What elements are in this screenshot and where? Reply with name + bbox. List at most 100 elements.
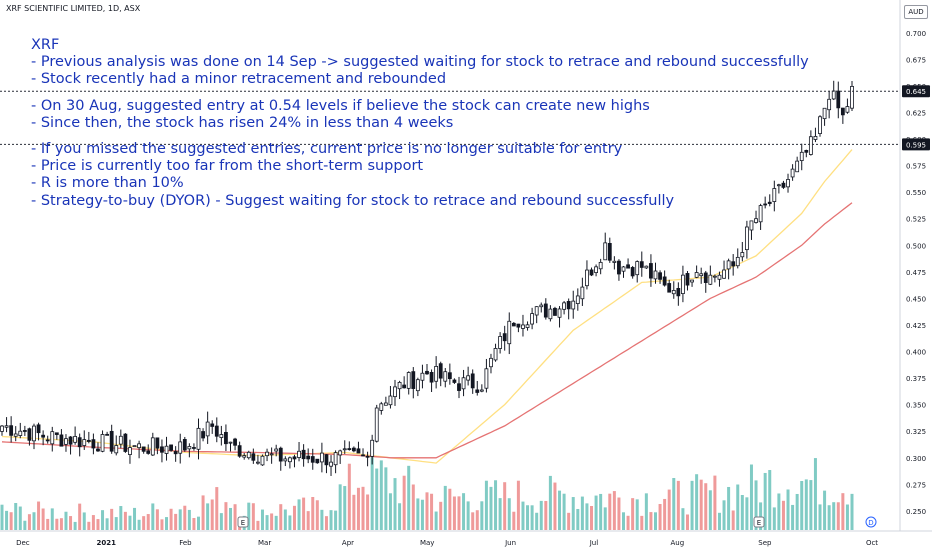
candle-body	[461, 377, 466, 390]
earnings-marker-icon[interactable]	[237, 516, 249, 528]
price-line-badge	[902, 85, 930, 98]
candle-body	[54, 432, 59, 435]
time-tick-label: Jul	[589, 539, 599, 547]
volume-bar	[366, 494, 370, 530]
candle-body	[521, 324, 525, 329]
candle-body	[649, 263, 653, 279]
volume-bar	[836, 502, 840, 530]
price-tick-label: 0.675	[906, 56, 926, 64]
volume-bar	[50, 508, 54, 530]
candle-body	[425, 370, 429, 375]
price-axis[interactable]: 0.250 0.275 0.300 0.325 0.350 0.375 0.400 0.425…	[906, 30, 926, 516]
volume-bar	[567, 512, 571, 530]
volume-bar	[580, 496, 584, 530]
candle-body	[265, 451, 269, 457]
volume-bar	[452, 496, 456, 530]
candle-body	[379, 403, 384, 411]
volume-bar	[46, 518, 50, 530]
price-tick-label: 0.700	[906, 30, 926, 38]
candle-body	[790, 168, 795, 178]
currency-badge[interactable]: AUD	[904, 5, 928, 19]
volume-bar	[809, 480, 813, 530]
volume-bar	[535, 512, 539, 530]
time-axis[interactable]: Dec 2021 Feb Mar Apr May Jun Jul Aug Sep Oct	[16, 539, 878, 547]
candle-body	[621, 266, 626, 272]
candle-body	[251, 453, 256, 461]
volume-bar	[768, 470, 772, 530]
time-tick-label: Jun	[504, 539, 516, 547]
volume-bar	[5, 510, 9, 530]
price-tick-label: 0.400	[906, 349, 926, 357]
candle-body	[128, 447, 132, 455]
note-line: - Previous analysis was done on 14 Sep -…	[31, 54, 809, 71]
volume-bar	[73, 521, 77, 530]
candle-body	[662, 276, 667, 286]
candle-body	[269, 453, 274, 456]
candle-body	[612, 260, 617, 263]
volume-bar	[329, 510, 333, 530]
candle-body	[77, 437, 82, 448]
candle-body	[278, 447, 283, 462]
time-tick-label: Aug	[670, 539, 684, 547]
volume-bar	[169, 508, 173, 530]
volume-bar	[197, 516, 201, 530]
volume-bar	[146, 514, 150, 530]
volume-bar	[558, 490, 562, 530]
symbol-title[interactable]: XRF SCIENTIFIC LIMITED, 1D, ASX	[6, 4, 141, 13]
volume-bar	[425, 492, 429, 530]
candle-body	[735, 256, 740, 267]
dividend-marker-icon[interactable]	[865, 516, 877, 528]
candle-body	[351, 447, 356, 452]
candle-body	[288, 457, 292, 463]
candle-body	[196, 427, 201, 450]
candle-body	[32, 425, 36, 442]
candle-body	[274, 448, 279, 452]
volume-bar	[448, 488, 452, 530]
candle-body	[146, 450, 151, 454]
note-line: - Stock recently had a minor retracement…	[31, 71, 447, 88]
price-tick-label: 0.425	[906, 322, 926, 330]
volume-bar	[361, 486, 365, 530]
price-tick-label: 0.575	[906, 163, 926, 171]
volume-bar	[804, 479, 808, 530]
volume-bar	[288, 515, 292, 530]
candle-body	[607, 243, 612, 261]
volume-bar	[384, 467, 388, 530]
candle-body	[64, 438, 68, 445]
candle-body	[781, 182, 786, 188]
candle-body	[603, 242, 608, 261]
candle-body	[41, 434, 46, 438]
volume-bar	[302, 497, 306, 530]
earnings-marker-icon[interactable]	[753, 516, 765, 528]
volume-bar	[699, 479, 703, 530]
candle-body	[301, 449, 306, 460]
volume-bar	[626, 515, 630, 530]
volume-bar	[375, 468, 379, 530]
candle-body	[543, 303, 548, 318]
candle-body	[319, 452, 324, 463]
volume-bar	[315, 500, 319, 530]
candle-body	[59, 434, 64, 447]
candle-body	[845, 106, 850, 113]
price-tick-label: 0.325	[906, 428, 926, 436]
candle-body	[840, 107, 845, 116]
volume-bar	[265, 515, 269, 530]
price-tick-label: 0.475	[906, 269, 926, 277]
candle-body	[681, 274, 685, 295]
candle-body	[91, 439, 96, 449]
candle-body	[699, 273, 704, 277]
candle-body	[347, 448, 352, 450]
volume-bar	[82, 512, 86, 530]
candle-body	[68, 436, 73, 445]
candle-body	[173, 451, 178, 455]
candle-body	[836, 90, 841, 109]
volume-bar	[256, 520, 260, 530]
volume-bar	[740, 495, 744, 530]
volume-bar	[14, 502, 18, 530]
volume-bar	[539, 500, 543, 530]
volume-bar	[251, 503, 255, 530]
candle-body	[580, 286, 585, 300]
volume-bar	[658, 504, 662, 530]
